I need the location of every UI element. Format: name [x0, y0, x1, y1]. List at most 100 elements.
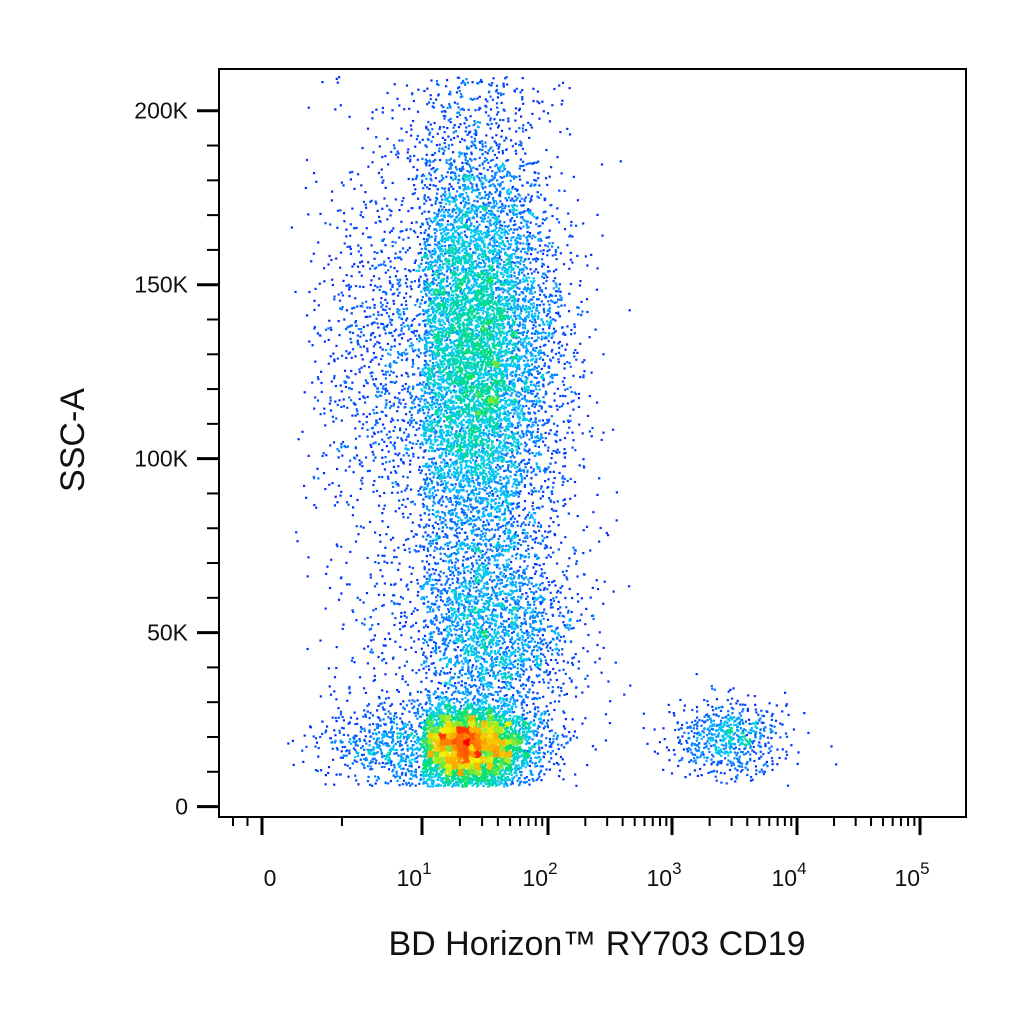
event-dot	[541, 336, 543, 338]
event-dot	[550, 429, 552, 431]
event-dot	[370, 616, 372, 618]
event-dot	[359, 371, 361, 373]
event-dot	[340, 104, 342, 106]
event-dot	[381, 449, 383, 451]
event-dot	[391, 492, 393, 494]
event-dot	[330, 329, 332, 331]
event-dot	[424, 355, 426, 357]
event-dot	[454, 565, 456, 567]
event-dot	[374, 307, 376, 309]
event-dot	[426, 523, 428, 525]
event-dot	[444, 253, 446, 255]
event-dot	[513, 548, 515, 550]
event-dot	[547, 486, 549, 488]
event-dot	[344, 370, 346, 372]
event-dot	[434, 340, 436, 342]
event-dot	[386, 218, 388, 220]
event-dot	[414, 188, 416, 190]
event-dot	[510, 543, 512, 545]
event-dot	[433, 527, 435, 529]
event-dot	[439, 219, 441, 221]
event-dot	[567, 388, 569, 390]
event-dot	[428, 450, 430, 452]
event-dot	[510, 239, 512, 241]
event-dot	[313, 172, 315, 174]
event-dot	[401, 419, 403, 421]
event-dot	[423, 352, 425, 354]
event-dot	[433, 212, 435, 214]
event-dot	[540, 349, 542, 351]
event-dot	[385, 187, 387, 189]
event-dot	[314, 396, 316, 398]
event-dot	[444, 227, 446, 229]
event-dot	[340, 491, 342, 493]
event-dot	[411, 281, 413, 283]
event-dot	[539, 668, 541, 670]
event-dot	[515, 265, 517, 267]
event-dot	[492, 493, 494, 495]
event-dot	[310, 260, 312, 262]
event-dot	[510, 494, 512, 496]
event-dot	[532, 355, 534, 357]
event-dot	[437, 320, 439, 322]
event-dot	[356, 454, 358, 456]
event-dot	[552, 318, 554, 320]
event-dot	[547, 245, 549, 247]
event-dot	[524, 445, 526, 447]
event-dot	[427, 412, 429, 414]
event-dot	[548, 371, 550, 373]
event-dot	[497, 218, 499, 220]
event-dot	[514, 590, 516, 592]
event-dot	[405, 506, 407, 508]
event-dot	[397, 295, 399, 297]
event-dot	[362, 147, 364, 149]
event-dot	[498, 215, 500, 217]
event-dot	[524, 477, 526, 479]
event-dot	[496, 245, 498, 247]
event-dot	[380, 430, 382, 432]
event-dot	[438, 277, 440, 279]
event-dot	[395, 275, 397, 277]
event-dot	[387, 526, 389, 528]
event-dot	[525, 352, 527, 354]
event-dot	[497, 210, 499, 212]
event-dot	[343, 318, 345, 320]
event-dot	[490, 96, 492, 98]
event-dot	[370, 444, 372, 446]
event-dot	[488, 524, 490, 526]
event-dot	[466, 224, 468, 226]
event-dot	[448, 312, 450, 314]
event-dot	[470, 240, 472, 242]
event-dot	[365, 340, 367, 342]
event-dot	[503, 394, 505, 396]
event-dot	[466, 490, 468, 492]
event-dot	[547, 112, 549, 114]
event-dot	[427, 534, 429, 536]
event-dot	[437, 215, 439, 217]
event-dot	[502, 575, 504, 577]
event-dot	[597, 267, 599, 269]
event-dot	[494, 154, 496, 156]
event-dot	[475, 395, 477, 397]
event-dot	[457, 77, 459, 79]
event-dot	[570, 386, 572, 388]
event-dot	[518, 127, 520, 129]
event-dot	[566, 128, 568, 130]
event-dot	[370, 576, 372, 578]
event-dot	[417, 440, 419, 442]
event-dot	[439, 159, 441, 161]
event-dot	[559, 406, 561, 408]
event-dot	[409, 419, 411, 421]
event-dot	[463, 419, 465, 421]
event-dot	[508, 509, 510, 511]
event-dot	[467, 415, 469, 417]
event-dot	[483, 466, 485, 468]
event-dot	[492, 159, 494, 161]
event-dot	[602, 353, 604, 355]
event-dot	[532, 508, 534, 510]
event-dot	[514, 427, 516, 429]
event-dot	[544, 468, 546, 470]
event-dot	[394, 617, 396, 619]
event-dot	[516, 228, 518, 230]
event-dot	[458, 527, 460, 529]
